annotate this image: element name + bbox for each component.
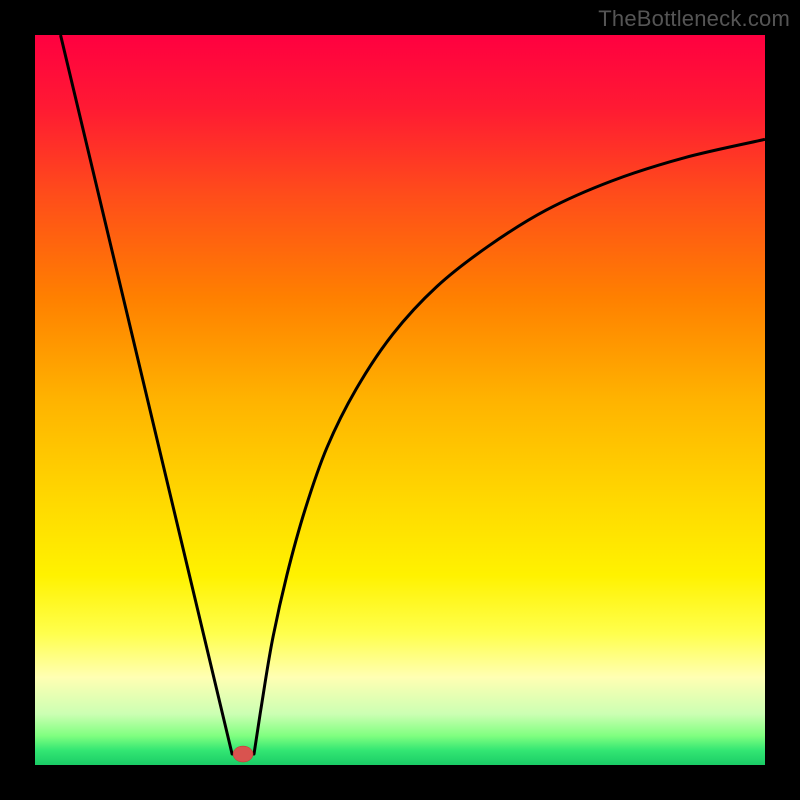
watermark-text: TheBottleneck.com <box>598 6 790 32</box>
plot-area <box>35 35 765 765</box>
chart-svg <box>35 35 765 765</box>
optimal-point-marker <box>233 746 253 762</box>
gradient-background <box>35 35 765 765</box>
chart-container: TheBottleneck.com <box>0 0 800 800</box>
